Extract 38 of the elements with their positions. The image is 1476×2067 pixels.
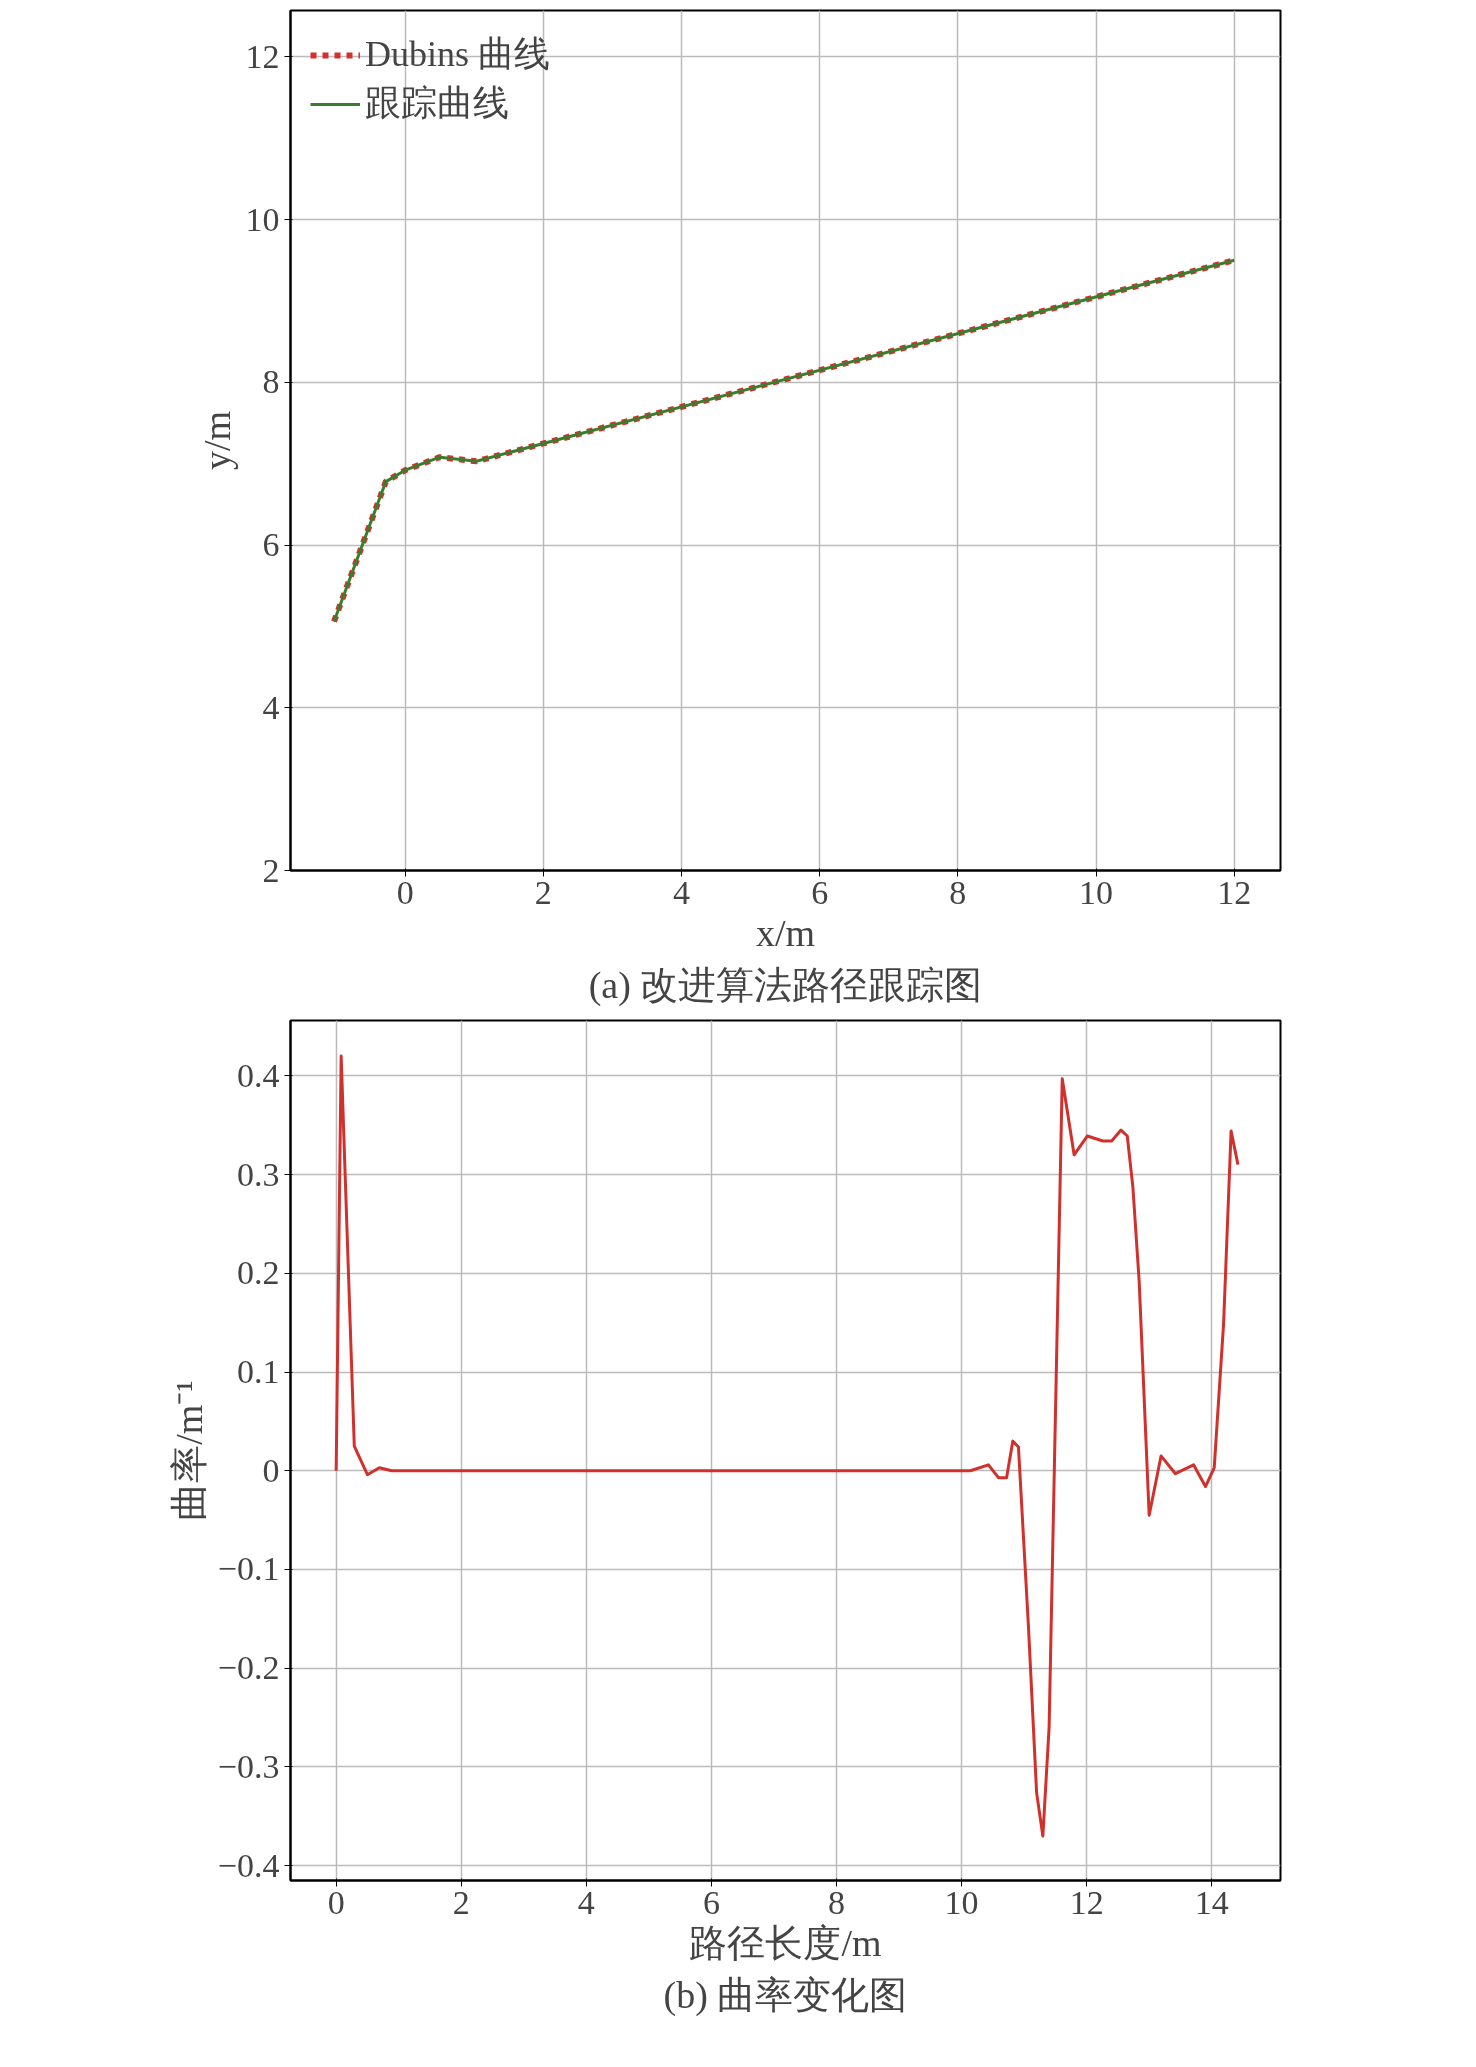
x-tick-label: 0 — [327, 1883, 345, 1921]
x-tick-label: 10 — [944, 1883, 979, 1921]
y-tick-label: 0 — [262, 1451, 280, 1489]
y-axis-title: y/m — [195, 410, 238, 471]
y-tick-label: 0.1 — [237, 1353, 280, 1390]
x-tick-label: 8 — [827, 1883, 845, 1921]
y-tick-label: 12 — [245, 37, 280, 75]
y-tick-label: 0.2 — [237, 1254, 280, 1292]
text: (a) 改进算法路径跟踪图 — [588, 963, 983, 1007]
x-tick-label: 0 — [396, 873, 414, 911]
y-tick-label: 8 — [262, 363, 280, 401]
y-tick-label: −0.1 — [217, 1550, 280, 1588]
x-tick-label: 14 — [1194, 1883, 1229, 1921]
y-tick-label: −0.3 — [217, 1747, 280, 1785]
x-tick-label: 2 — [534, 873, 552, 911]
y-tick-label: 4 — [262, 688, 280, 726]
y-tick-label: 0.4 — [237, 1056, 280, 1094]
y-tick-label: 6 — [262, 526, 280, 564]
legend-label: 跟踪曲线 — [365, 82, 509, 125]
x-tick-label: 4 — [577, 1883, 595, 1921]
x-tick-label: 4 — [673, 873, 691, 911]
x-axis-title: x/m — [755, 911, 816, 954]
x-tick-label: 12 — [1069, 1883, 1104, 1921]
x-tick-label: 10 — [1079, 873, 1114, 911]
y-tick-label: 0.3 — [237, 1155, 280, 1193]
x-tick-label: 6 — [811, 873, 829, 911]
y-axis-title: 曲率/m⁻¹ — [167, 1380, 210, 1521]
x-tick-label: 12 — [1217, 873, 1252, 911]
x-axis-title: 路径长度/m — [689, 1921, 882, 1964]
y-tick-label: −0.4 — [217, 1846, 280, 1884]
x-tick-label: 6 — [702, 1883, 720, 1921]
y-tick-label: −0.2 — [217, 1649, 280, 1687]
text: (b) 曲率变化图 — [663, 1973, 908, 2017]
x-tick-label: 2 — [452, 1883, 470, 1921]
line-series — [334, 1054, 1240, 1838]
legend-label: Dubins 曲线 — [365, 33, 551, 76]
x-tick-label: 8 — [949, 873, 967, 911]
y-tick-label: 10 — [245, 200, 280, 238]
